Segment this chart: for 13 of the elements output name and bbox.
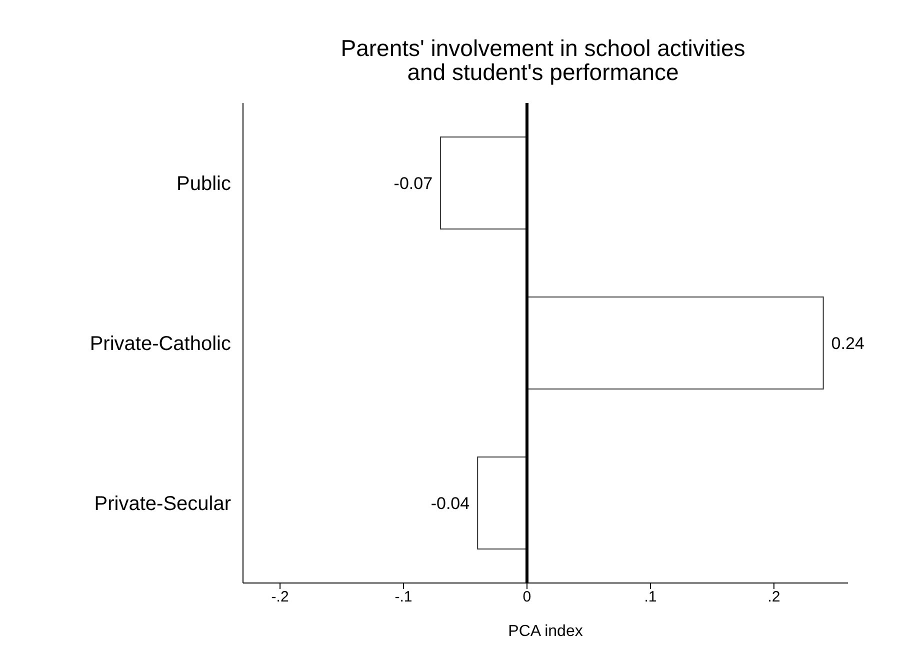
data-label: -0.04 bbox=[430, 494, 470, 513]
chart-title: Parents' involvement in school activities and student's performance bbox=[340, 35, 746, 85]
y-tick-label: Public bbox=[176, 173, 231, 196]
x-tick-label: -.2 bbox=[271, 588, 289, 606]
y-tick-label: Private-Catholic bbox=[90, 333, 231, 356]
data-label: -0.07 bbox=[394, 174, 433, 193]
y-tick-label: Private-Secular bbox=[94, 493, 232, 516]
x-tick-label: .1 bbox=[644, 588, 657, 606]
x-axis-title: PCA index bbox=[508, 623, 583, 640]
data-label: 0.24 bbox=[831, 334, 864, 353]
x-tick-label: 0 bbox=[522, 588, 532, 606]
x-tick-label: -.1 bbox=[394, 588, 412, 606]
x-tick-label: .2 bbox=[768, 588, 780, 606]
